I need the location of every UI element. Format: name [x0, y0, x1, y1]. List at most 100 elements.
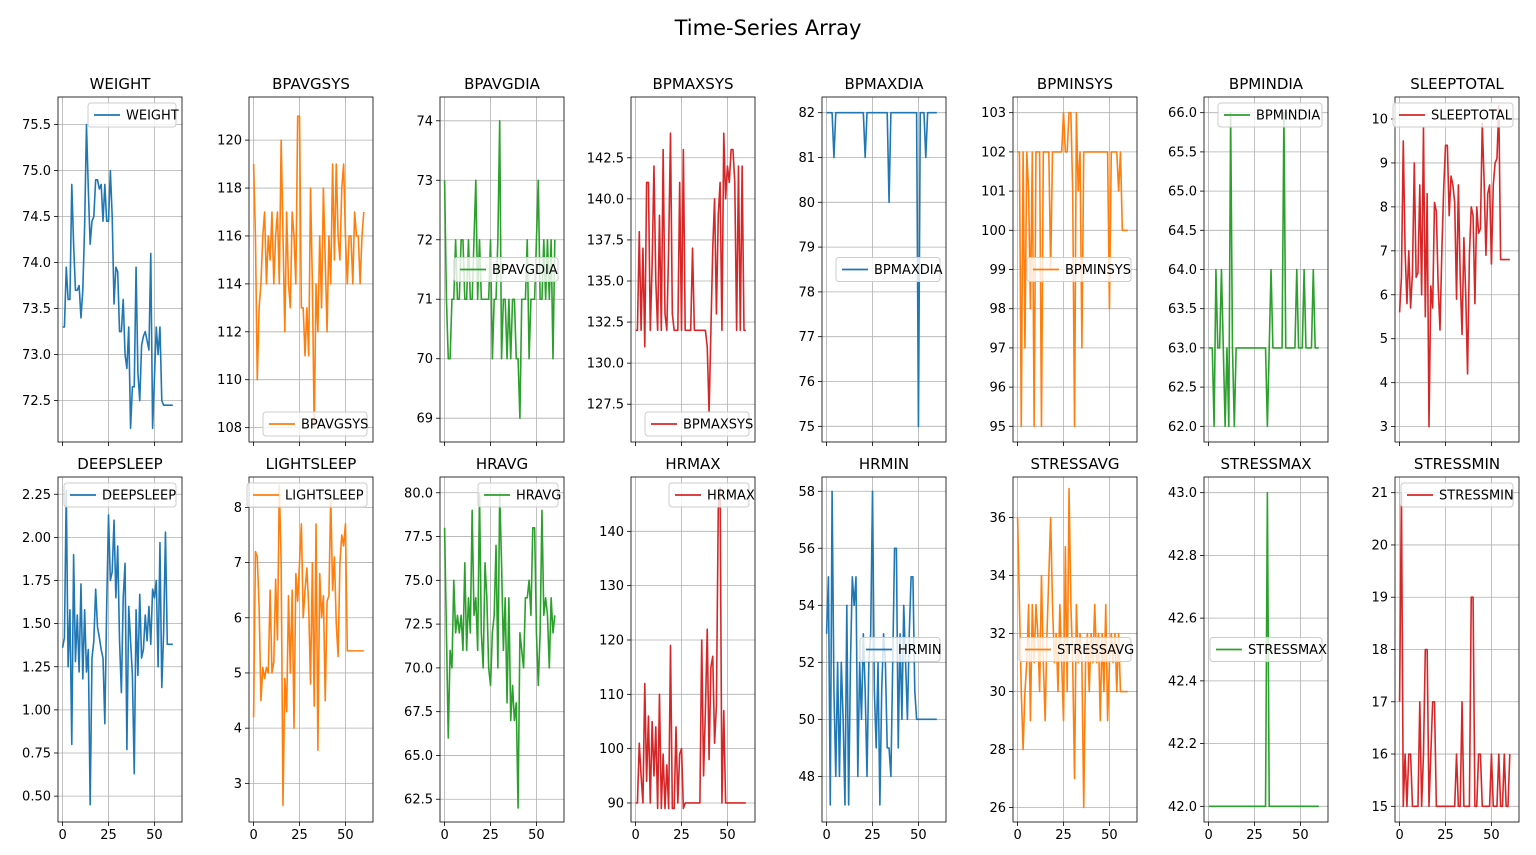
- legend-box: [1392, 102, 1514, 128]
- y-tick-label: 54: [798, 599, 815, 614]
- y-tick-label: 120: [599, 633, 624, 648]
- axes-frame: [630, 96, 756, 443]
- legend-label: BPMINSYS: [1065, 263, 1131, 278]
- legend-label: WEIGHT: [126, 109, 179, 124]
- x-tick-label: 0: [249, 828, 257, 843]
- y-tick-label: 9: [1380, 156, 1388, 171]
- y-tick-label: 62.5: [404, 793, 433, 808]
- subplot-hrmax: HRMAX 0 25 50 90 100 110 120 130 140 HRMAX: [599, 455, 756, 843]
- subplot-title: BPMAXSYS: [652, 75, 733, 93]
- subplot-title: HRMIN: [859, 455, 909, 473]
- y-tick-label: 10: [1371, 112, 1388, 127]
- y-tick-label: 62.0: [1168, 420, 1197, 435]
- y-tick-label: 21: [1371, 486, 1388, 501]
- subplot-title: DEEPSLEEP: [77, 455, 162, 473]
- y-tick-label: 4: [1380, 376, 1388, 391]
- axes-frame: [821, 96, 947, 443]
- series-line-bpavgdia: [443, 119, 556, 420]
- legend: HRAVG: [477, 482, 561, 508]
- y-tick-label: 110: [599, 688, 624, 703]
- subplot-bpmindia: BPMINDIA 62.0 62.5 63.0 63.5 64.0 64.5 65.0 65.5…: [1168, 75, 1329, 446]
- legend: BPAVGSYS: [262, 411, 368, 437]
- y-tick-label: 65.5: [1168, 145, 1197, 160]
- y-tick-label: 42.0: [1168, 800, 1197, 815]
- y-tick-label: 66.0: [1168, 106, 1197, 121]
- y-tick-label: 140: [599, 525, 624, 540]
- axes-frame: [1203, 96, 1329, 443]
- x-tick-label: 50: [1101, 828, 1118, 843]
- y-tick-label: 7: [234, 556, 242, 571]
- y-tick-label: 20: [1371, 538, 1388, 553]
- y-tick-label: 0.75: [22, 747, 51, 762]
- series-line-bpminsys: [1017, 111, 1128, 428]
- series-line-stressavg: [1016, 487, 1128, 809]
- y-tick-label: 63.0: [1168, 341, 1197, 356]
- y-tick-label: 82: [798, 106, 815, 121]
- series-line-bpmaxsys: [635, 132, 746, 414]
- y-tick-label: 140.0: [587, 192, 624, 207]
- series-line-stressmin: [1398, 491, 1511, 808]
- y-tick-label: 15: [1371, 800, 1388, 815]
- y-tick-label: 64.0: [1168, 263, 1197, 278]
- legend: DEEPSLEEP: [63, 482, 177, 508]
- y-tick-label: 110: [217, 373, 242, 388]
- y-tick-label: 78: [798, 285, 815, 300]
- axes-frame: [248, 476, 374, 823]
- y-tick-label: 112: [217, 325, 242, 340]
- y-tick-label: 42.8: [1168, 549, 1197, 564]
- y-tick-label: 72: [416, 233, 433, 248]
- subplot-stressmax: STRESSMAX 0 25 50 42.0 42.2 42.4 42.6 42.8 43.0 ST…: [1168, 455, 1329, 843]
- series-line-hrmax: [635, 487, 746, 810]
- subplot-title: STRESSAVG: [1030, 455, 1119, 473]
- x-tick-label: 25: [1437, 828, 1454, 843]
- y-tick-label: 56: [798, 542, 815, 557]
- x-tick-label: 25: [673, 828, 690, 843]
- series-line-sleeptotal: [1398, 104, 1510, 428]
- legend-box: [453, 257, 559, 282]
- legend-label: BPMAXDIA: [874, 263, 943, 278]
- legend-box: [835, 257, 941, 282]
- legend: STRESSAVG: [1018, 637, 1134, 662]
- x-tick-label: 0: [58, 828, 66, 843]
- x-tick-label: 25: [291, 828, 308, 843]
- y-tick-label: 19: [1371, 591, 1388, 606]
- y-tick-label: 18: [1371, 643, 1388, 658]
- y-tick-label: 1.00: [22, 703, 51, 718]
- legend: HRMAX: [668, 482, 755, 508]
- y-tick-label: 8: [234, 501, 242, 516]
- x-tick-label: 0: [631, 828, 639, 843]
- axes-frame: [248, 96, 374, 443]
- y-tick-label: 43.0: [1168, 486, 1197, 501]
- y-tick-label: 28: [989, 743, 1006, 758]
- axes-frame: [1012, 96, 1138, 443]
- y-tick-label: 70.0: [404, 661, 433, 676]
- subplot-weight: WEIGHT 72.5 73.0 73.5 74.0 74.5 75.0 75.5 WEIGHT: [22, 75, 183, 446]
- y-tick-label: 63.5: [1168, 302, 1197, 317]
- legend-box: [1209, 637, 1323, 662]
- y-tick-label: 36: [989, 511, 1006, 526]
- x-tick-label: 50: [719, 828, 736, 843]
- x-tick-label: 0: [822, 828, 830, 843]
- subplot-hrmin: HRMIN 0 25 50 48 50 52 54 56 58 HRMIN: [798, 455, 947, 843]
- y-tick-label: 120: [217, 134, 242, 149]
- axes-frame: [439, 96, 565, 443]
- subplot-bpmaxsys: BPMAXSYS 127.5 130.0 132.5 135.0 137.5 140.0 14…: [587, 75, 756, 446]
- x-tick-label: 0: [1204, 828, 1212, 843]
- y-tick-label: 75.0: [404, 574, 433, 589]
- y-tick-label: 42.6: [1168, 612, 1197, 627]
- axes-frame: [57, 476, 183, 823]
- legend: SLEEPTOTAL: [1392, 102, 1514, 128]
- x-tick-label: 25: [864, 828, 881, 843]
- subplot-bpminsys: BPMINSYS 95 96 97 98 99 100 101 102 103 BPMINSYS: [981, 75, 1138, 446]
- series-line-stressmax: [1208, 491, 1319, 808]
- subplot-title: HRMAX: [665, 455, 720, 473]
- y-tick-label: 70: [416, 352, 433, 367]
- y-tick-label: 2.25: [22, 488, 51, 503]
- y-tick-label: 73.5: [22, 302, 51, 317]
- y-tick-label: 1.25: [22, 660, 51, 675]
- legend: HRMIN: [859, 637, 942, 662]
- y-tick-label: 34: [989, 569, 1006, 584]
- y-tick-label: 42.2: [1168, 737, 1197, 752]
- y-tick-label: 79: [798, 241, 815, 256]
